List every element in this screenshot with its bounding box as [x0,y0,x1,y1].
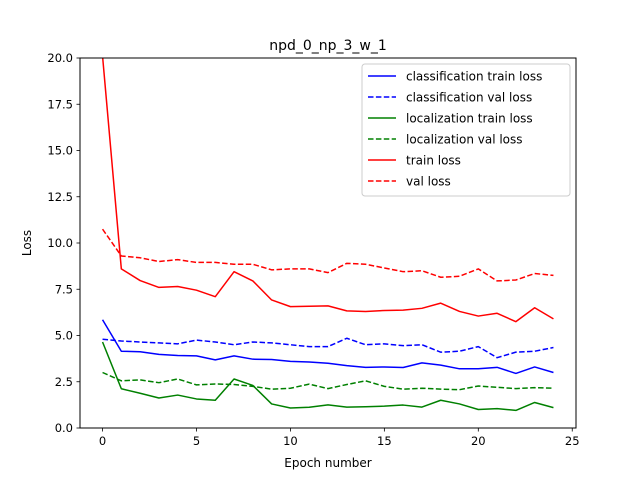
y-tick-label: 10.0 [47,236,73,250]
y-tick-label: 0.0 [55,421,73,435]
series-line-2 [102,337,554,359]
legend-box [361,63,571,197]
y-tick-label: 20.0 [47,51,73,65]
x-tick-label: 25 [565,434,580,448]
x-axis: 0 5 10 15 20 25 [99,428,580,448]
legend-label: localization train loss [406,112,533,126]
legend-label: classification val loss [406,91,532,105]
y-tick-label: 5.0 [55,329,73,343]
x-tick-label: 0 [99,434,106,448]
y-tick-label: 17.5 [47,97,73,111]
chart-title: npd_0_np_3_w_1 [269,38,387,54]
y-axis-label: Loss [20,230,34,256]
plot-area [101,58,554,412]
legend: classification train loss classification … [361,63,571,197]
series-line-4 [102,371,554,391]
x-axis-label: Epoch number [284,456,371,470]
legend-label: train loss [406,154,461,168]
x-tick-label: 20 [471,434,486,448]
legend-label: val loss [406,175,451,189]
y-tick-label: 15.0 [47,144,73,158]
x-tick-label: 5 [193,434,200,448]
series-line-1 [101,319,554,375]
series-line-6 [101,228,554,282]
x-tick-label: 10 [283,434,298,448]
y-tick-label: 7.5 [55,282,73,296]
x-tick-label: 15 [377,434,392,448]
legend-label: localization val loss [406,133,523,147]
y-axis: 0.0 2.5 5.0 7.5 10.0 12.5 15.0 17.5 20.0 [47,51,80,435]
y-tick-label: 12.5 [47,190,73,204]
legend-label: classification train loss [406,70,542,84]
series-line-5 [101,58,554,323]
series-line-3 [101,341,554,412]
y-tick-label: 2.5 [55,375,73,389]
